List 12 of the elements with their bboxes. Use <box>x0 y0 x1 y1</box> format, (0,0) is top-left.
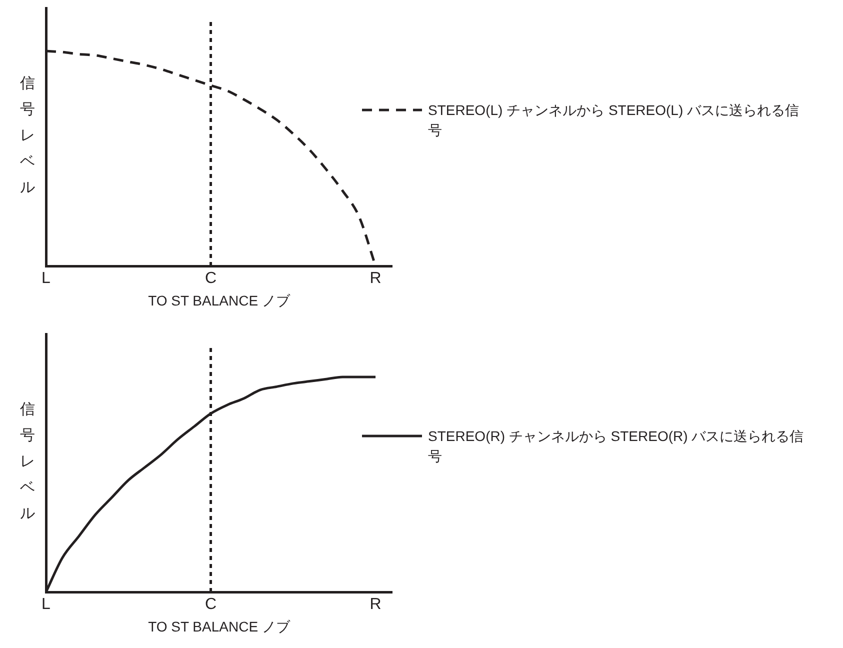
x-axis-title: TO ST BALANCE ノブ <box>148 618 291 634</box>
x-axis-title: TO ST BALANCE ノブ <box>148 292 291 308</box>
y-axis-title: 信号レベル <box>20 399 36 524</box>
x-tick-label: C <box>204 270 217 288</box>
legend-label: STEREO(R) チャンネルから STEREO(R) バスに送られる信号 <box>428 427 805 466</box>
x-tick-label: L <box>42 596 51 614</box>
x-tick-label: R <box>370 270 382 288</box>
legend-label: STEREO(L) チャンネルから STEREO(L) バスに送られる信号 <box>428 101 800 140</box>
y-axis-title: 信号レベル <box>20 73 36 198</box>
x-tick-label: R <box>370 596 382 614</box>
x-tick-label: C <box>204 596 217 614</box>
x-tick-label: L <box>42 270 51 288</box>
